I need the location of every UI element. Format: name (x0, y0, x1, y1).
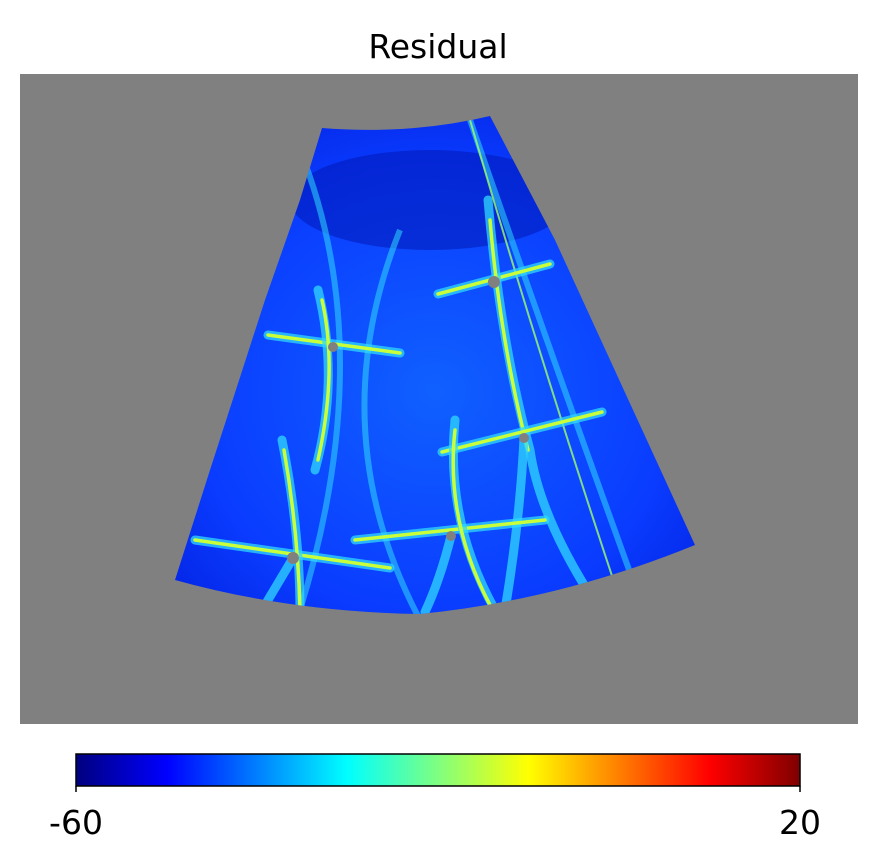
streaks (190, 195, 607, 614)
colorbar (75, 753, 801, 787)
colorbar-tick-label: 20 (779, 803, 821, 842)
colorbar-tick-label: -60 (49, 803, 103, 842)
chart-title: Residual (368, 27, 507, 66)
masked-points (287, 276, 529, 564)
